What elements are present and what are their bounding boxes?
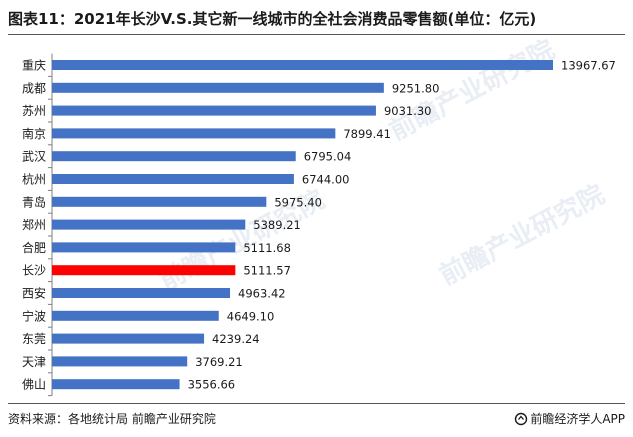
bar — [52, 60, 553, 70]
value-label: 5389.21 — [253, 218, 301, 232]
bar — [52, 174, 294, 184]
brand-label: 前瞻经济学人APP — [530, 412, 625, 426]
category-label: 东莞 — [22, 332, 46, 346]
value-label: 5975.40 — [274, 195, 322, 209]
bar-highlighted — [52, 265, 236, 276]
bar — [52, 356, 188, 367]
value-label: 4239.24 — [212, 332, 260, 346]
bar — [52, 128, 336, 139]
category-label: 天津 — [22, 355, 46, 369]
brand-logo-icon — [515, 412, 528, 425]
bar — [52, 219, 246, 230]
category-label: 宁波 — [22, 308, 46, 323]
bar — [52, 333, 205, 344]
value-label: 4963.42 — [238, 287, 286, 301]
value-label: 4649.10 — [227, 309, 275, 323]
bar — [52, 242, 236, 253]
category-label: 苏州 — [22, 104, 46, 118]
value-label: 9031.30 — [384, 104, 432, 118]
category-label: 郑州 — [22, 217, 46, 232]
category-label: 成都 — [22, 81, 46, 95]
value-label: 6744.00 — [302, 173, 350, 187]
value-label: 6795.04 — [304, 150, 352, 164]
category-label: 西安 — [22, 286, 46, 301]
chart-title: 图表11：2021年长沙V.S.其它新一线城市的全社会消费品零售额(单位：亿元) — [8, 10, 537, 28]
value-label: 13967.67 — [561, 59, 616, 73]
value-label: 7899.41 — [343, 127, 391, 141]
bar — [52, 310, 219, 321]
source-note: 资料来源：各地统计局 前瞻产业研究院 — [8, 412, 216, 426]
value-label: 3769.21 — [195, 355, 243, 369]
category-label: 青岛 — [22, 194, 46, 209]
bar — [52, 151, 296, 162]
footer-divider — [8, 403, 625, 404]
category-label: 南京 — [22, 126, 46, 141]
bar — [52, 379, 180, 390]
bar — [52, 105, 376, 116]
category-label: 佛山 — [22, 378, 46, 392]
value-label: 3556.66 — [188, 378, 236, 392]
category-label: 杭州 — [22, 172, 46, 187]
value-label: 5111.57 — [243, 264, 291, 278]
bar — [52, 82, 384, 93]
value-label: 5111.68 — [243, 241, 291, 255]
bar — [52, 288, 231, 298]
category-label: 长沙 — [22, 264, 46, 278]
category-label: 合肥 — [22, 240, 46, 255]
bar — [52, 196, 267, 207]
category-label: 武汉 — [22, 150, 46, 164]
brand-mark: 前瞻经济学人APP — [514, 410, 625, 427]
category-label: 重庆 — [22, 59, 46, 73]
value-label: 9251.80 — [392, 81, 440, 95]
title-divider — [8, 34, 625, 35]
